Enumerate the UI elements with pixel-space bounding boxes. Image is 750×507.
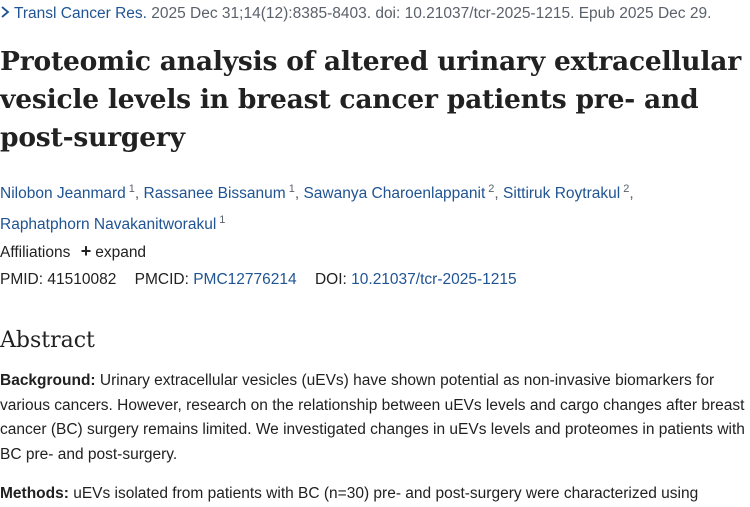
affiliations-row: Affiliations + expand — [0, 240, 146, 262]
abstract-background: Background: Urinary extracellular vesicl… — [0, 369, 746, 467]
affiliations-expand-button[interactable]: + expand — [80, 241, 147, 261]
abstract-methods: Methods: uEVs isolated from patients wit… — [0, 482, 746, 507]
citation-details: 2025 Dec 31;14(12):8385-8403. doi: 10.21… — [151, 5, 712, 22]
article-title: Proteomic analysis of altered urinary ex… — [0, 46, 741, 153]
background-label: Background: — [0, 372, 96, 389]
doi-link[interactable]: 10.21037/tcr-2025-1215 — [351, 271, 517, 288]
citation-line: Transl Cancer Res. 2025 Dec 31;14(12):83… — [0, 3, 750, 25]
author-link[interactable]: Rassanee Bissanum — [143, 185, 286, 202]
pmid-value: 41510082 — [47, 271, 117, 288]
chevron-right-icon — [0, 3, 14, 25]
expand-label: expand — [95, 244, 147, 261]
identifier-row: PMID: 41510082 PMCID: PMC12776214 DOI: 1… — [0, 269, 517, 291]
author-link[interactable]: Sawanya Charoenlappanit — [303, 185, 486, 202]
methods-label: Methods: — [0, 485, 69, 502]
pmcid-label: PMCID: — [134, 271, 189, 288]
plus-icon: + — [80, 241, 92, 261]
pmcid-link[interactable]: PMC12776214 — [193, 271, 297, 288]
affiliations-label: Affiliations — [0, 244, 71, 261]
author-link[interactable]: Raphatphorn Navakanitworakul — [0, 216, 217, 233]
author-link[interactable]: Sittiruk Roytrakul — [503, 185, 621, 202]
journal-link[interactable]: Transl Cancer Res. — [14, 5, 147, 22]
affiliation-number[interactable]: 1 — [128, 183, 135, 195]
doi-label: DOI: — [314, 271, 347, 288]
affiliation-number[interactable]: 1 — [288, 183, 295, 195]
affiliation-number[interactable]: 2 — [488, 183, 495, 195]
affiliation-number[interactable]: 2 — [623, 183, 630, 195]
background-text: Urinary extracellular vesicles (uEVs) ha… — [0, 372, 745, 463]
abstract-heading: Abstract — [0, 328, 95, 353]
author-list: Nilobon Jeanmard 1, Rassanee Bissanum 1, S… — [0, 183, 634, 233]
author-link[interactable]: Nilobon Jeanmard — [0, 185, 126, 202]
pmid-label: PMID: — [0, 271, 44, 288]
affiliation-number[interactable]: 1 — [219, 214, 226, 226]
methods-text: uEVs isolated from patients with BC (n=3… — [68, 485, 699, 502]
